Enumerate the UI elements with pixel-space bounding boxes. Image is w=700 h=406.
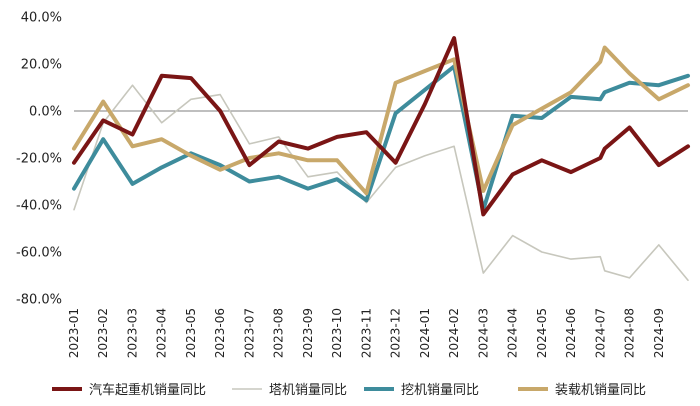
y-tick-label: 40.0% bbox=[21, 11, 62, 26]
x-tick-label: 2023-04 bbox=[155, 308, 169, 358]
legend-label: 挖机销量同比 bbox=[401, 383, 479, 398]
x-tick-label: 2024-05 bbox=[535, 308, 549, 358]
x-tick-label: 2023-07 bbox=[242, 308, 256, 358]
x-tick-label: 2023-09 bbox=[301, 308, 315, 358]
x-tick-label: 2023-12 bbox=[389, 308, 403, 358]
y-tick-label: -80.0% bbox=[16, 293, 62, 308]
x-tick-label: 2024-01 bbox=[418, 308, 432, 358]
x-axis-tick-labels: 2023-01 2023-02 2023-03 2023-04 2023-05 2023-… bbox=[67, 308, 666, 358]
x-tick-label: 2023-03 bbox=[125, 308, 139, 358]
y-tick-label: 0.0% bbox=[29, 105, 62, 120]
legend-label: 塔机销量同比 bbox=[269, 383, 347, 398]
series-line-3 bbox=[72, 64, 690, 212]
x-tick-label: 2024-02 bbox=[447, 308, 461, 358]
y-tick-label: -20.0% bbox=[16, 152, 62, 167]
y-tick-label: -60.0% bbox=[16, 246, 62, 261]
x-tick-label: 2024-08 bbox=[623, 308, 637, 358]
y-tick-label: -40.0% bbox=[16, 199, 62, 214]
x-tick-label: 2023-11 bbox=[359, 308, 373, 358]
legend-label: 汽车起重机销量同比 bbox=[89, 382, 206, 398]
legend: 汽车起重机销量同比 塔机销量同比 挖机销量同比 装载机销量同比 bbox=[52, 382, 646, 398]
series-line-2 bbox=[73, 84, 689, 282]
series-line-4 bbox=[72, 45, 690, 196]
x-tick-label: 2023-05 bbox=[184, 308, 198, 358]
x-tick-label: 2024-03 bbox=[476, 308, 490, 358]
x-tick-label: 2023-01 bbox=[67, 308, 81, 358]
y-axis-tick-labels: 40.0% 20.0% 0.0% -20.0% -40.0% -60.0% -80.0% bbox=[16, 11, 62, 308]
x-tick-label: 2023-08 bbox=[272, 308, 286, 358]
series-lines bbox=[72, 36, 690, 282]
x-tick-label: 2024-09 bbox=[652, 308, 666, 358]
y-tick-label: 20.0% bbox=[21, 58, 62, 73]
x-tick-label: 2024-07 bbox=[593, 308, 607, 358]
series-line-1 bbox=[72, 36, 690, 217]
x-tick-label: 2023-10 bbox=[330, 308, 344, 358]
x-tick-label: 2023-02 bbox=[96, 308, 110, 358]
legend-label: 装载机销量同比 bbox=[555, 383, 646, 398]
x-tick-label: 2024-06 bbox=[564, 308, 578, 358]
x-tick-label: 2023-06 bbox=[213, 308, 227, 358]
x-tick-label: 2024-04 bbox=[506, 308, 520, 358]
